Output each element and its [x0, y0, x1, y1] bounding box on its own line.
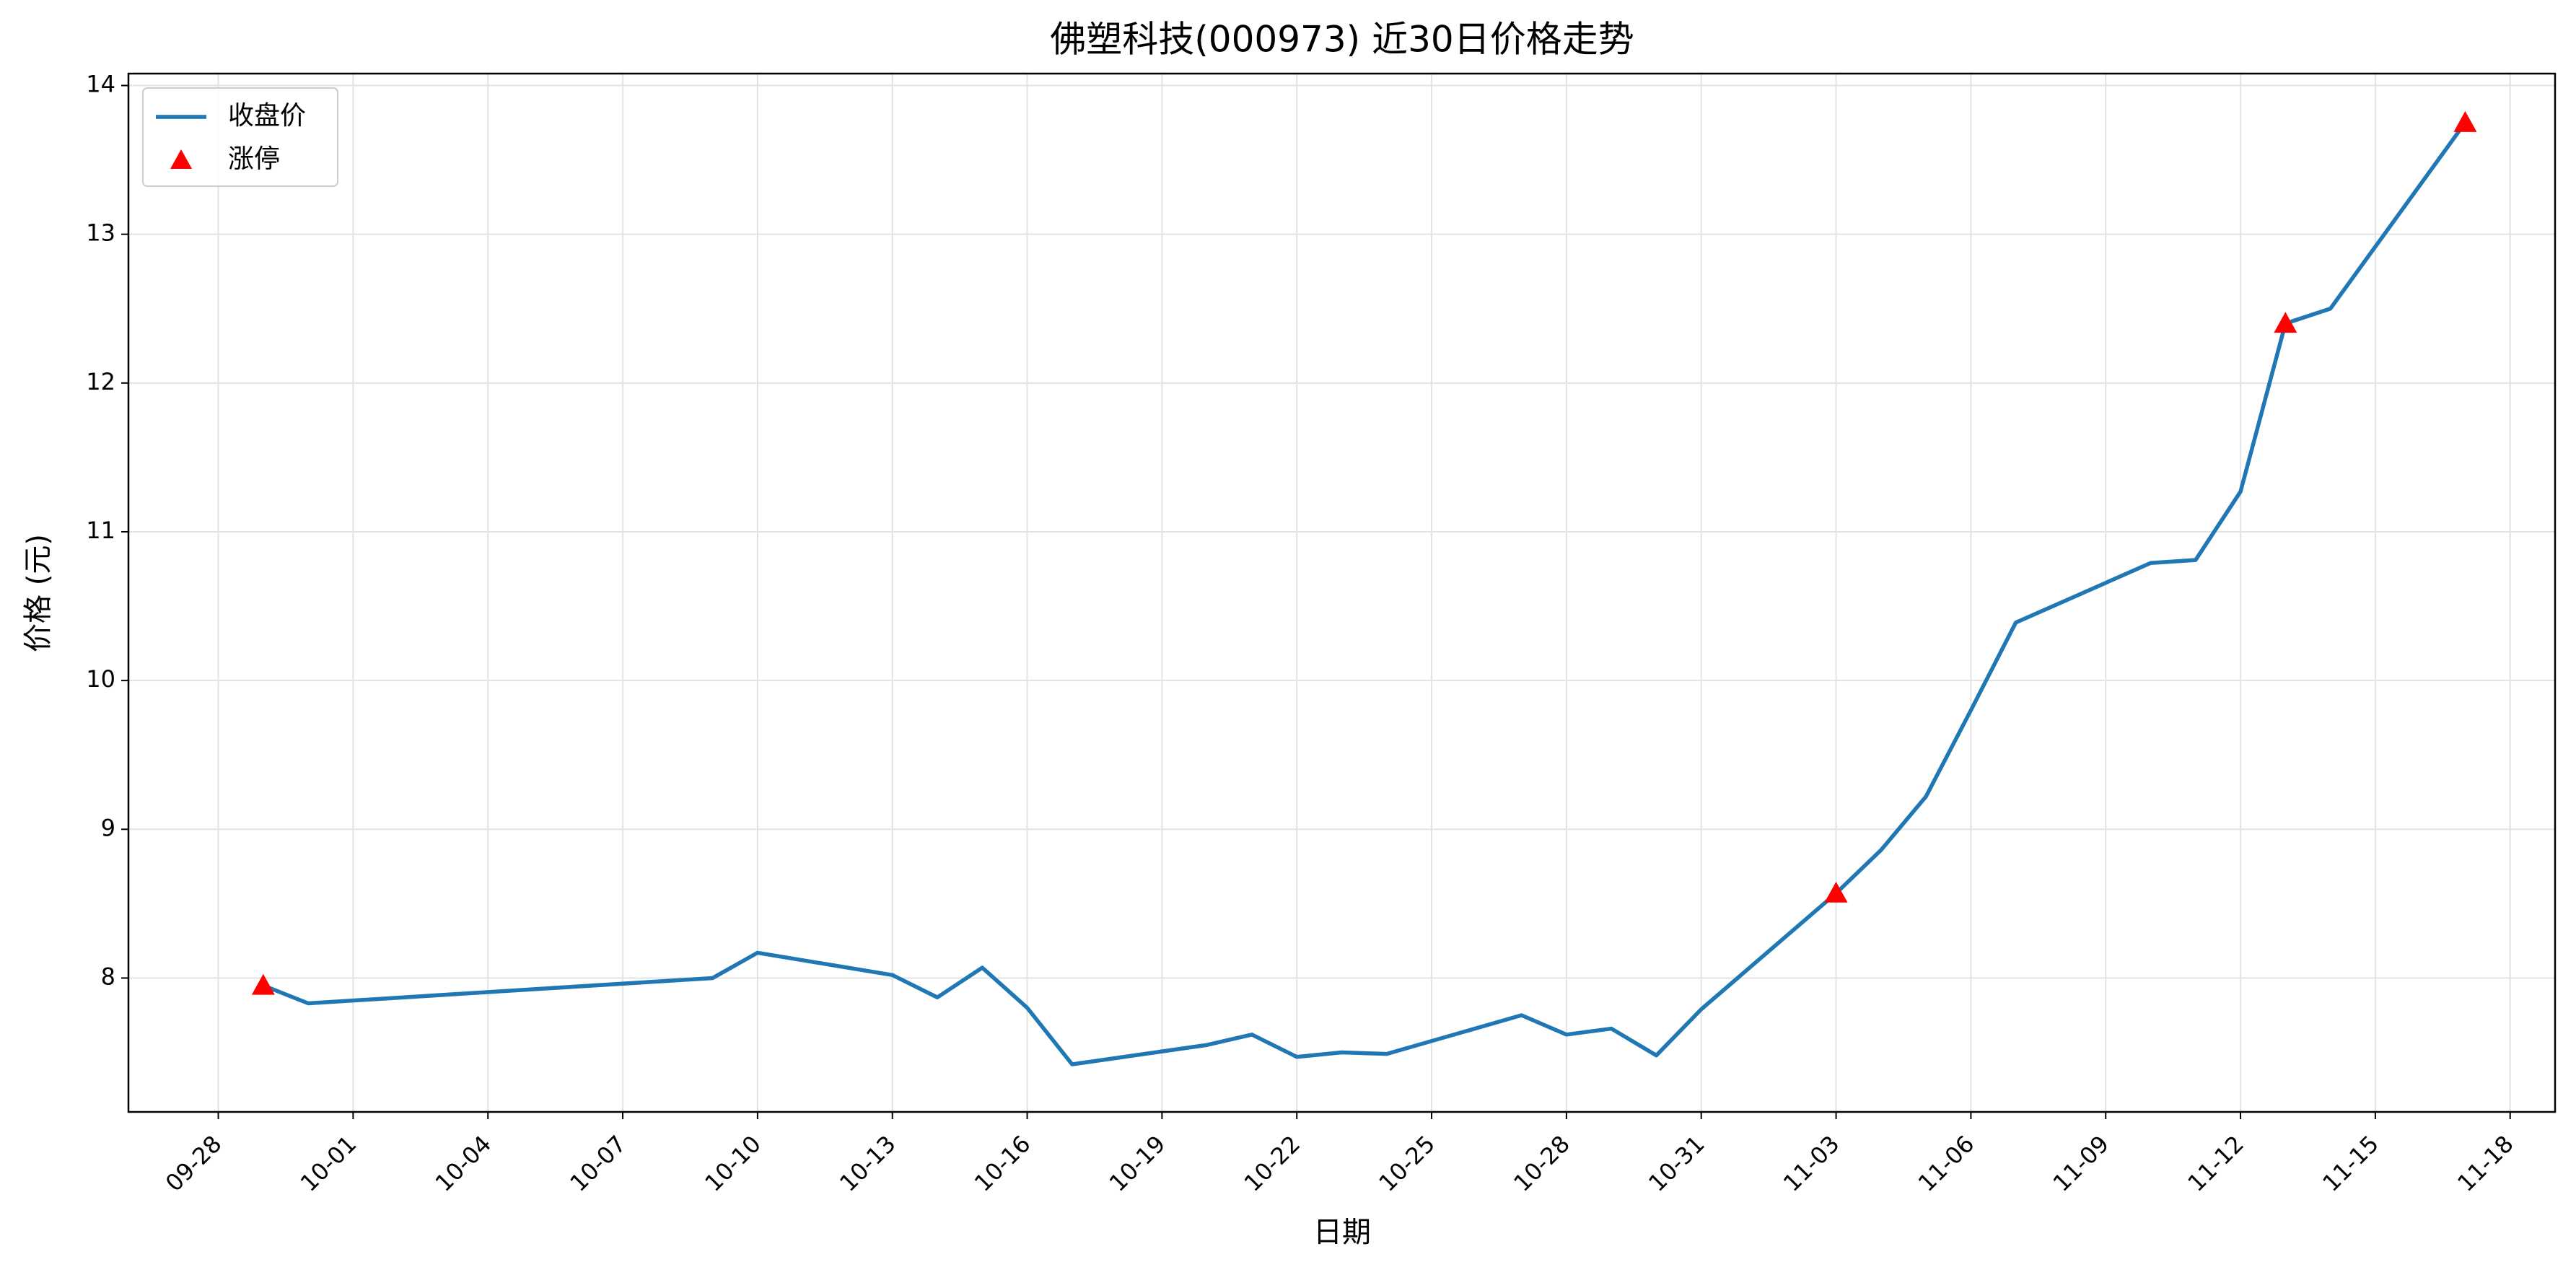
y-tick-label: 8: [101, 963, 115, 990]
y-tick-label: 11: [86, 517, 115, 544]
x-tick-label: 10-28: [1508, 1130, 1575, 1197]
y-tick-label: 10: [86, 665, 115, 693]
x-tick-label: 10-22: [1239, 1130, 1306, 1197]
y-tick-label: 12: [86, 368, 115, 395]
legend-box: [142, 87, 338, 187]
limit-up-marker: [1824, 881, 1848, 903]
x-tick-label: 10-31: [1643, 1130, 1710, 1197]
x-tick-label: 09-28: [160, 1130, 227, 1197]
chart-title: 佛塑科技(000973) 近30日价格走势: [1050, 19, 1634, 61]
y-tick-label: 13: [86, 219, 115, 247]
x-tick-label: 11-03: [1778, 1130, 1845, 1197]
plot-frame: [127, 72, 2557, 1113]
legend-swatch: [170, 149, 192, 169]
legend-label: 收盘价: [228, 101, 306, 131]
x-tick-label: 11-18: [2452, 1130, 2519, 1197]
legend-label: 涨停: [228, 144, 280, 174]
x-axis-label: 日期: [1313, 1216, 1371, 1249]
y-axis-label: 价格 (元): [22, 534, 55, 652]
price-line: [262, 121, 2467, 1066]
x-tick-label: 10-04: [430, 1130, 497, 1197]
x-tick-label: 10-13: [834, 1130, 901, 1197]
x-tick-label: 10-10: [699, 1130, 766, 1197]
x-tick-label: 10-19: [1104, 1130, 1171, 1197]
x-tick-label: 10-25: [1373, 1130, 1440, 1197]
y-tick-label: 9: [101, 814, 115, 841]
y-tick-label: 14: [86, 70, 115, 97]
x-tick-label: 11-15: [2317, 1130, 2384, 1197]
x-tick-label: 11-12: [2182, 1130, 2249, 1197]
limit-up-marker: [2274, 312, 2297, 333]
x-tick-label: 10-16: [969, 1130, 1036, 1197]
x-tick-label: 10-01: [295, 1130, 362, 1197]
x-tick-label: 10-07: [564, 1130, 631, 1197]
limit-up-marker: [2453, 111, 2477, 132]
x-tick-label: 11-09: [2048, 1130, 2115, 1197]
limit-up-marker: [251, 973, 275, 995]
x-tick-label: 11-06: [1913, 1130, 1980, 1197]
